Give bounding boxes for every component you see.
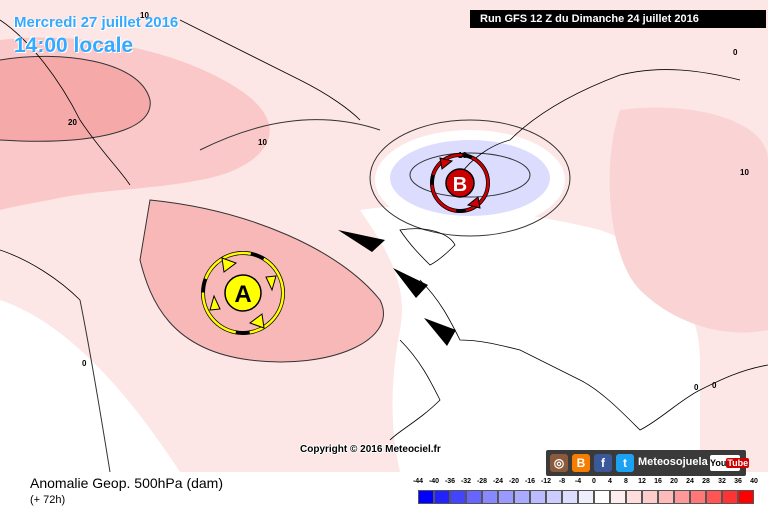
contour-line-0-southwest — [79, 299, 111, 472]
scandinavia-coast — [459, 69, 741, 176]
facebook-icon[interactable]: f — [594, 454, 612, 472]
flow-arrows — [338, 230, 456, 346]
anomaly-core-greenland — [0, 56, 151, 142]
scale-swatch — [562, 490, 578, 504]
contour-line-20-greenland — [0, 55, 151, 142]
social-bar: ◎ B f t Meteosojuela YouTube — [546, 450, 750, 476]
contour-line-10-north — [199, 119, 381, 151]
forecast-time: 14:00 locale — [14, 34, 134, 57]
scale-label: 12 — [638, 478, 646, 485]
scale-swatch — [434, 490, 450, 504]
iceland-coast — [179, 19, 361, 121]
run-banner: Run GFS 12 Z du Dimanche 24 juillet 2016 — [470, 10, 766, 28]
anomaly-zone-atlantic — [140, 200, 384, 362]
scale-swatch — [578, 490, 594, 504]
blogger-icon[interactable]: B — [572, 454, 590, 472]
contour-label: 10 — [140, 11, 149, 20]
youtube-label-tube: Tube — [726, 458, 750, 468]
contour-label: 10 — [740, 168, 749, 177]
coastlines — [0, 19, 768, 441]
high-pressure-symbol: A — [201, 251, 285, 335]
youtube-icon[interactable]: YouTube — [710, 455, 750, 471]
contour-label: 0 — [82, 359, 87, 368]
high-pressure-badge — [224, 274, 262, 312]
scale-label: -32 — [460, 478, 472, 485]
contour-line-10-atlantic — [139, 199, 384, 363]
scale-swatch — [610, 490, 626, 504]
instagram-icon[interactable]: ◎ — [550, 454, 568, 472]
flow-arrow — [393, 268, 428, 298]
scale-swatch — [690, 490, 706, 504]
scale-label: 0 — [592, 478, 596, 485]
contour-label: 0 — [712, 381, 717, 390]
social-account-label[interactable]: Meteosojuela — [638, 456, 708, 468]
low-pressure-symbol: B — [430, 153, 490, 213]
scale-swatch — [482, 490, 498, 504]
greenland-coast — [0, 19, 131, 186]
scale-swatch — [674, 490, 690, 504]
contour-label: 0 — [733, 48, 738, 57]
flow-arrow — [338, 230, 385, 252]
scale-label: -44 — [412, 478, 424, 485]
scale-swatch — [498, 490, 514, 504]
scale-label: 32 — [718, 478, 726, 485]
britain-coast — [399, 228, 456, 266]
scale-label: 20 — [670, 478, 678, 485]
scale-label: 28 — [702, 478, 710, 485]
twitter-icon[interactable]: t — [616, 454, 634, 472]
scale-swatch — [626, 490, 642, 504]
anomaly-map: 10 20 10 0 10 10 0 0 0 A B — [0, 0, 768, 472]
anomaly-zone-east — [609, 107, 768, 333]
low-pressure-letter: B — [453, 174, 467, 196]
map-subtitle: (+ 72h) — [30, 494, 66, 506]
contour-line-10-low — [409, 152, 531, 198]
youtube-label-you: You — [710, 458, 727, 468]
scale-label: 36 — [734, 478, 742, 485]
scale-label: 4 — [608, 478, 612, 485]
scale-swatch — [706, 490, 722, 504]
scale-swatch — [642, 490, 658, 504]
labrador-coast — [0, 249, 81, 301]
scale-label: 16 — [654, 478, 662, 485]
scale-swatch — [658, 490, 674, 504]
scale-label: 40 — [750, 478, 758, 485]
scale-swatch — [722, 490, 738, 504]
iberia-coast — [389, 339, 441, 441]
scale-swatch — [418, 490, 434, 504]
scale-swatch — [738, 490, 754, 504]
scale-swatch — [450, 490, 466, 504]
low-pressure-badge — [445, 168, 475, 198]
contour-line-0-low — [369, 119, 571, 237]
scale-label: -16 — [524, 478, 536, 485]
scale-label: -36 — [444, 478, 456, 485]
mediterranean-coast — [579, 364, 768, 431]
scale-label: -12 — [540, 478, 552, 485]
copyright-notice: Copyright © 2016 Meteociel.fr — [300, 444, 441, 455]
neutral-zone-southwest — [0, 300, 180, 472]
flow-arrow — [424, 318, 456, 346]
contour-label: 10 — [258, 138, 267, 147]
scale-label: -4 — [574, 478, 582, 485]
france-coast — [419, 279, 581, 381]
scale-label: -24 — [492, 478, 504, 485]
contour-label: 20 — [68, 118, 77, 127]
scale-label: -8 — [558, 478, 566, 485]
contour-label: 0 — [694, 383, 699, 392]
scale-swatch — [514, 490, 530, 504]
scale-label: 8 — [624, 478, 628, 485]
scale-swatch — [594, 490, 610, 504]
high-pressure-letter: A — [234, 281, 251, 308]
scale-swatch — [530, 490, 546, 504]
map-title: Anomalie Geop. 500hPa (dam) — [30, 475, 223, 491]
forecast-date: Mercredi 27 juillet 2016 — [14, 14, 179, 31]
scale-swatch — [466, 490, 482, 504]
scale-swatch — [546, 490, 562, 504]
scale-label: -40 — [428, 478, 440, 485]
scale-label: -28 — [476, 478, 488, 485]
scale-label: -20 — [508, 478, 520, 485]
scale-label: 24 — [686, 478, 694, 485]
